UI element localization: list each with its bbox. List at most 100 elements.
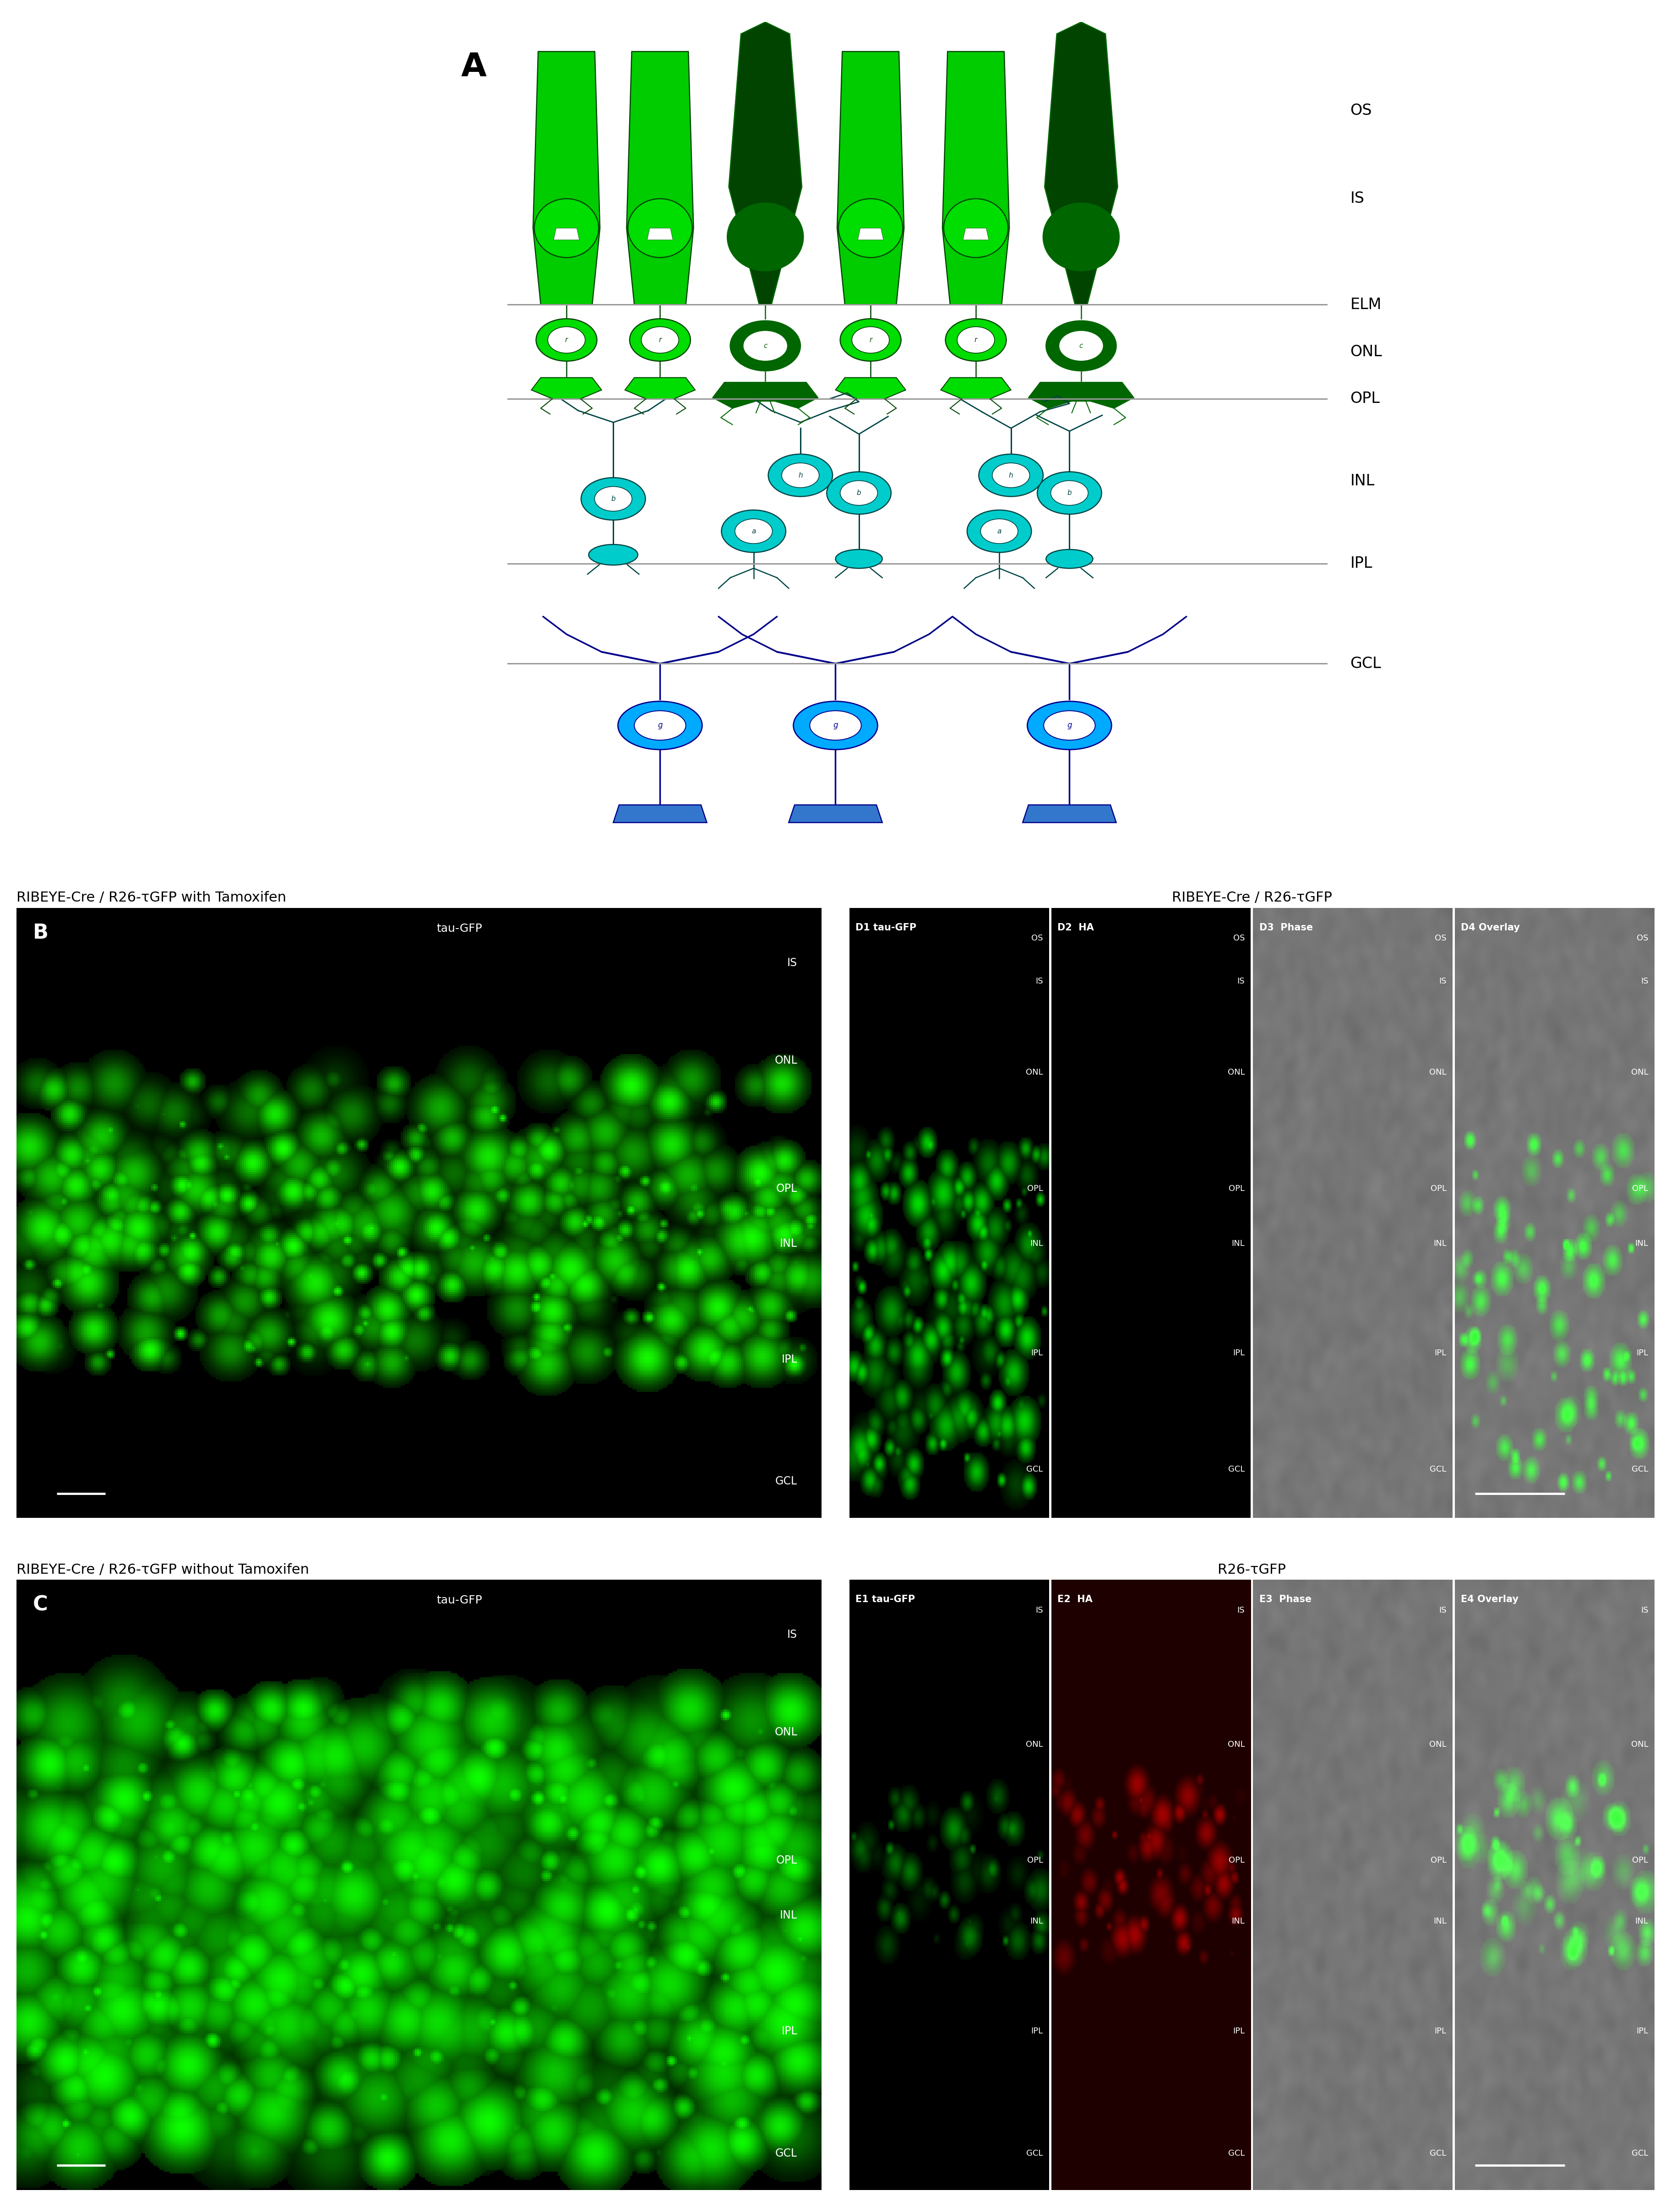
Ellipse shape [1046,321,1116,372]
Text: IPL: IPL [1350,555,1372,571]
Text: INL: INL [780,1239,797,1250]
Polygon shape [857,228,884,239]
Text: E4 Overlay: E4 Overlay [1460,1595,1519,1604]
Text: R26-τGFP: R26-τGFP [1218,1564,1287,1577]
Ellipse shape [536,319,597,361]
Text: r: r [974,336,978,343]
Ellipse shape [630,319,690,361]
Text: D2  HA: D2 HA [1058,922,1095,931]
Text: D1 tau-GFP: D1 tau-GFP [856,922,916,931]
Ellipse shape [836,549,882,568]
Text: ONL: ONL [1631,1068,1648,1077]
Text: OS: OS [1636,933,1648,942]
Text: OPL: OPL [1350,392,1380,407]
Ellipse shape [618,701,702,750]
Text: GCL: GCL [1026,1464,1043,1473]
Ellipse shape [839,199,902,257]
Text: OPL: OPL [1430,1856,1447,1865]
Text: b: b [1068,489,1071,495]
Polygon shape [962,228,989,239]
Ellipse shape [944,199,1008,257]
Text: GCL: GCL [1430,2150,1447,2157]
Text: ONL: ONL [1228,1068,1245,1077]
Text: IS: IS [1237,1606,1245,1615]
Ellipse shape [730,321,800,372]
Text: GCL: GCL [1631,1464,1648,1473]
Polygon shape [789,805,882,823]
Text: GCL: GCL [1350,657,1382,670]
Polygon shape [1028,383,1133,409]
Ellipse shape [727,204,804,270]
Text: IS: IS [1641,978,1648,984]
Polygon shape [836,378,906,398]
Polygon shape [553,228,580,239]
Ellipse shape [1028,701,1111,750]
Text: RIBEYE-Cre / R26-τGFP: RIBEYE-Cre / R26-τGFP [1171,891,1332,905]
Ellipse shape [642,327,678,354]
Text: E1 tau-GFP: E1 tau-GFP [856,1595,916,1604]
Ellipse shape [582,478,645,520]
Polygon shape [942,51,1009,305]
Text: IS: IS [1641,1606,1648,1615]
Text: b: b [612,495,615,502]
Ellipse shape [841,480,877,504]
Ellipse shape [744,330,787,361]
Ellipse shape [1043,204,1120,270]
Text: IPL: IPL [1233,2026,1245,2035]
Text: IS: IS [1036,978,1043,984]
Ellipse shape [827,471,891,513]
Text: RIBEYE-Cre / R26-τGFP without Tamoxifen: RIBEYE-Cre / R26-τGFP without Tamoxifen [17,1564,309,1577]
Text: h: h [1009,471,1013,478]
Text: OS: OS [1435,933,1447,942]
Text: g: g [834,721,837,730]
Text: IPL: IPL [1636,2026,1648,2035]
Ellipse shape [1051,480,1088,504]
Text: IPL: IPL [782,1354,797,1365]
Text: INL: INL [1029,1239,1043,1248]
Text: RIBEYE-Cre / R26-τGFP with Tamoxifen: RIBEYE-Cre / R26-τGFP with Tamoxifen [17,891,286,905]
Text: h: h [799,471,802,478]
Text: r: r [565,336,568,343]
Text: ELM: ELM [1350,296,1382,312]
Text: OS: OS [1233,933,1245,942]
Text: IS: IS [787,958,797,969]
Text: IPL: IPL [1435,1349,1447,1358]
Text: IPL: IPL [782,2026,797,2037]
Ellipse shape [1059,330,1103,361]
Text: ONL: ONL [1429,1068,1447,1077]
Text: r: r [869,336,872,343]
Text: A: A [461,51,486,84]
Text: OS: OS [1350,102,1372,117]
Text: a: a [752,529,755,535]
Text: INL: INL [1232,1239,1245,1248]
Text: GCL: GCL [1631,2150,1648,2157]
Polygon shape [712,383,819,409]
Polygon shape [837,51,904,305]
Text: IS: IS [1439,1606,1447,1615]
Text: OPL: OPL [1028,1856,1043,1865]
Polygon shape [531,378,602,398]
Ellipse shape [841,319,901,361]
Text: b: b [857,489,861,495]
Text: INL: INL [1434,1239,1447,1248]
Text: GCL: GCL [1430,1464,1447,1473]
Text: OPL: OPL [1633,1856,1648,1865]
Text: B: B [33,922,48,942]
Text: OPL: OPL [1430,1183,1447,1192]
Text: IS: IS [1036,1606,1043,1615]
Ellipse shape [957,327,994,354]
Text: IPL: IPL [1636,1349,1648,1358]
Ellipse shape [810,710,861,741]
Text: GCL: GCL [775,2148,797,2159]
Ellipse shape [782,462,819,487]
Text: C: C [33,1595,48,1615]
Text: tau-GFP: tau-GFP [436,1595,483,1606]
Ellipse shape [628,199,692,257]
Text: D3  Phase: D3 Phase [1260,922,1313,931]
Ellipse shape [588,544,638,564]
Text: ONL: ONL [1631,1741,1648,1747]
Text: ONL: ONL [1026,1068,1043,1077]
Ellipse shape [993,462,1029,487]
Polygon shape [533,51,600,305]
Text: ONL: ONL [1429,1741,1447,1747]
